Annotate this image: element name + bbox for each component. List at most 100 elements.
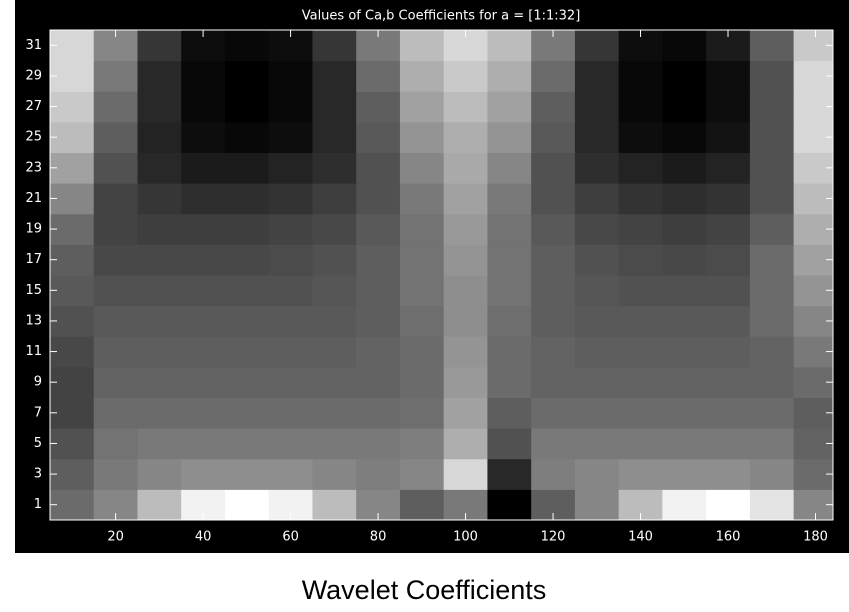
heatmap-cell: [224, 183, 270, 215]
heatmap-cell: [224, 458, 270, 490]
y-tick-label: 25: [25, 130, 42, 145]
heatmap-cell: [487, 30, 532, 62]
chart-title: Values of Ca,b Coefficients for a = [1:1…: [302, 9, 581, 24]
heatmap-cell: [399, 305, 445, 337]
heatmap-cell: [443, 121, 488, 153]
plot-area: [50, 30, 834, 521]
heatmap-cell: [181, 60, 226, 92]
heatmap-cell: [224, 121, 270, 153]
heatmap-cell: [749, 152, 795, 184]
heatmap-cell: [93, 428, 138, 460]
heatmap-cell: [93, 336, 138, 368]
heatmap-cell: [50, 91, 95, 123]
heatmap-cell: [312, 91, 357, 123]
heatmap-cell: [181, 428, 226, 460]
y-tick-label: 15: [25, 283, 42, 298]
heatmap-cell: [312, 183, 357, 215]
heatmap-cell: [487, 489, 532, 521]
heatmap-cell: [574, 60, 620, 92]
heatmap-cell: [356, 458, 401, 490]
caption: Wavelet Coefficients: [302, 575, 547, 605]
heatmap-cell: [137, 60, 182, 92]
heatmap-cell: [443, 60, 488, 92]
heatmap-cell: [356, 336, 401, 368]
heatmap-cell: [356, 213, 401, 245]
heatmap-cell: [574, 336, 620, 368]
heatmap-cell: [487, 213, 532, 245]
y-tick-label: 9: [34, 375, 42, 390]
heatmap-cell: [399, 91, 445, 123]
heatmap-cell: [618, 397, 663, 429]
heatmap-cell: [574, 458, 620, 490]
heatmap-cell: [312, 336, 357, 368]
heatmap-cell: [181, 305, 226, 337]
heatmap-cell: [706, 428, 751, 460]
heatmap-cell: [181, 397, 226, 429]
heatmap-cell: [706, 152, 751, 184]
heatmap-cell: [137, 366, 182, 398]
heatmap-cell: [662, 366, 707, 398]
heatmap-cell: [181, 244, 226, 276]
heatmap-cell: [312, 397, 357, 429]
heatmap-cell: [50, 30, 95, 62]
heatmap-cell: [356, 183, 401, 215]
heatmap-cell: [399, 397, 445, 429]
heatmap-cell: [618, 244, 663, 276]
heatmap-cell: [268, 305, 313, 337]
heatmap-cell: [137, 121, 182, 153]
heatmap-cell: [137, 458, 182, 490]
heatmap-cell: [706, 91, 751, 123]
heatmap-cell: [618, 336, 663, 368]
heatmap-cell: [662, 489, 707, 521]
heatmap-cell: [93, 60, 138, 92]
heatmap-cell: [487, 121, 532, 153]
heatmap-cell: [268, 152, 313, 184]
y-tick-label: 23: [25, 160, 42, 175]
heatmap-cell: [749, 397, 795, 429]
heatmap-cell: [50, 152, 95, 184]
heatmap-cell: [399, 121, 445, 153]
heatmap-cell: [574, 397, 620, 429]
heatmap-cell: [399, 60, 445, 92]
heatmap-cell: [662, 213, 707, 245]
heatmap-cell: [137, 244, 182, 276]
heatmap-cell: [443, 366, 488, 398]
heatmap-cell: [706, 275, 751, 307]
heatmap-cell: [531, 275, 576, 307]
heatmap-cell: [224, 428, 270, 460]
heatmap-cell: [662, 30, 707, 62]
heatmap-cell: [487, 183, 532, 215]
heatmap-cell: [50, 60, 95, 92]
heatmap-cell: [268, 91, 313, 123]
heatmap-cell: [618, 60, 663, 92]
heatmap-cell: [749, 336, 795, 368]
heatmap-cell: [50, 213, 95, 245]
heatmap-cell: [399, 30, 445, 62]
heatmap-cell: [618, 275, 663, 307]
x-tick-label: 140: [628, 530, 653, 545]
heatmap-cell: [487, 275, 532, 307]
heatmap-cell: [487, 60, 532, 92]
heatmap-cell: [137, 275, 182, 307]
heatmap-cell: [50, 428, 95, 460]
heatmap-cell: [268, 458, 313, 490]
heatmap-cell: [574, 152, 620, 184]
heatmap-cell: [531, 183, 576, 215]
heatmap-cell: [181, 183, 226, 215]
heatmap-cell: [443, 183, 488, 215]
heatmap-cell: [137, 91, 182, 123]
heatmap-cell: [50, 366, 95, 398]
heatmap-cell: [749, 30, 795, 62]
heatmap-cell: [749, 183, 795, 215]
x-tick-label: 100: [453, 530, 478, 545]
heatmap-cell: [356, 121, 401, 153]
heatmap-cell: [399, 213, 445, 245]
heatmap-cell: [137, 336, 182, 368]
heatmap-cell: [574, 489, 620, 521]
heatmap-cell: [137, 428, 182, 460]
heatmap-cell: [137, 30, 182, 62]
heatmap-cell: [662, 60, 707, 92]
plot-frame: [49, 29, 834, 521]
heatmap-cell: [487, 336, 532, 368]
